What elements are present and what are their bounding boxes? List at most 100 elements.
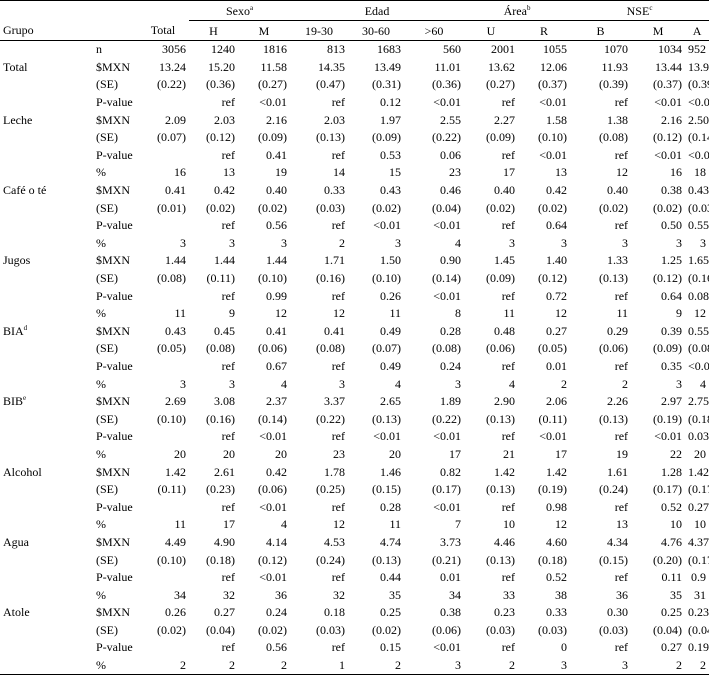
group-name-cell — [0, 551, 82, 569]
group-name-cell — [0, 516, 82, 534]
value-cell: 3 — [518, 656, 571, 676]
value-cell: 4.76 — [661, 534, 683, 549]
value-cell: (0.01) — [157, 200, 186, 215]
value-cell: (0.37) — [653, 77, 683, 92]
value-cell: 0.27 — [688, 499, 709, 514]
group-name-cell — [0, 446, 82, 464]
value-cell: (0.02) — [653, 200, 683, 215]
value-cell: ref — [501, 147, 516, 162]
row-label: $MXN — [96, 183, 131, 198]
value-cell: 20 — [223, 446, 235, 461]
header-grupo: Grupo — [0, 20, 82, 41]
value-cell: 4.90 — [214, 534, 235, 549]
table-row: (SE) (0.08) (0.11) (0.10) (0.16) (0.10) (0.14)… — [0, 270, 709, 288]
value-cell: 1.50 — [380, 253, 402, 268]
value-cell: 0.40 — [266, 183, 288, 198]
value-cell: (0.13) — [316, 130, 346, 145]
value-cell: (0.12) — [538, 271, 568, 286]
group-name-cell — [0, 270, 82, 288]
value-cell: <0.01 — [539, 95, 568, 110]
table-row: (SE) (0.02) (0.04) (0.02) (0.03) (0.02) (0.06)… — [0, 622, 709, 640]
value-cell: (0.12) — [258, 552, 288, 567]
value-cell: (0.10) — [258, 271, 288, 286]
row-label: P-value — [96, 429, 133, 444]
value-cell: 3 — [622, 235, 629, 250]
value-cell: 1240 — [211, 42, 235, 57]
value-cell: 20 — [389, 446, 402, 461]
value-cell: 19 — [275, 165, 288, 180]
table-row: Total $MXN 13.24 15.20 11.58 14.35 13.49 11.01 1… — [0, 59, 709, 77]
value-cell: 0.41 — [266, 323, 288, 338]
value-cell: 13.44 — [655, 59, 683, 74]
value-cell: 1.40 — [546, 253, 568, 268]
value-cell: 10 — [503, 517, 516, 532]
value-cell: 13 — [223, 165, 235, 180]
value-cell: 35 — [670, 587, 683, 602]
value-cell: ref — [614, 95, 629, 110]
group-footnote-marker: d — [23, 323, 28, 332]
value-cell: 2 — [561, 376, 568, 391]
value-cell: 1.42 — [688, 464, 709, 479]
value-cell: 1.38 — [607, 112, 629, 127]
value-cell: 1.33 — [607, 253, 629, 268]
value-cell: 4 — [455, 235, 462, 250]
value-cell: ref — [501, 499, 516, 514]
value-cell: 0.56 — [266, 640, 288, 655]
value-cell: <0.01 — [688, 147, 709, 162]
value-cell: ref — [614, 147, 629, 162]
value-cell: (0.24) — [599, 482, 629, 497]
value-cell: (0.13) — [372, 411, 402, 426]
value-cell: 3 — [395, 235, 402, 250]
table-row: Jugos $MXN 1.44 1.44 1.44 1.71 1.50 0.90 1.45 1.4… — [0, 252, 709, 270]
value-cell: 35 — [389, 587, 402, 602]
value-cell: 3 — [229, 235, 235, 250]
value-cell: 0.26 — [165, 605, 186, 620]
row-label: $MXN — [96, 605, 131, 620]
value-cell: 11 — [389, 517, 402, 532]
row-label: $MXN — [96, 464, 131, 479]
value-cell: 16 — [670, 165, 683, 180]
value-cell: (0.10) — [157, 411, 186, 426]
value-cell: (0.03) — [316, 622, 346, 637]
value-cell: 1.45 — [494, 253, 516, 268]
table-row: (SE) (0.11) (0.23) (0.06) (0.25) (0.15) (0.17)… — [0, 481, 709, 499]
value-cell: (0.22) — [432, 130, 462, 145]
row-label: % — [96, 376, 106, 391]
value-cell: 0.42 — [266, 464, 288, 479]
value-cell: 10 — [670, 517, 683, 532]
header-col-gt60: >60 — [404, 20, 465, 41]
value-cell: (0.10) — [538, 130, 568, 145]
value-cell: 2.03 — [214, 112, 235, 127]
value-cell: 560 — [443, 42, 462, 57]
value-cell: 1816 — [263, 42, 288, 57]
value-cell: 1055 — [543, 42, 568, 57]
group-name: Café o té — [3, 183, 47, 198]
value-cell: (0.13) — [486, 552, 516, 567]
value-cell: 0.43 — [688, 183, 709, 198]
value-cell: (0.09) — [486, 271, 516, 286]
value-cell: 0.33 — [324, 183, 346, 198]
table-row: (SE) (0.10) (0.18) (0.12) (0.24) (0.13) (0.21)… — [0, 551, 709, 569]
value-cell: 2 — [631, 656, 686, 676]
value-cell: 1034 — [658, 42, 683, 57]
value-cell: 7 — [455, 517, 462, 532]
header-nse: NSEc — [570, 0, 709, 21]
group-name-cell: Leche — [0, 111, 82, 129]
value-cell: 0.29 — [607, 323, 629, 338]
table-row: (SE) (0.07) (0.12) (0.09) (0.13) (0.09) (0.22)… — [0, 129, 709, 147]
value-cell: <0.01 — [654, 95, 683, 110]
group-name: Agua — [3, 534, 29, 549]
value-cell: 2.65 — [380, 394, 402, 409]
value-cell: ref — [501, 218, 516, 233]
value-cell: 0.12 — [380, 95, 402, 110]
value-cell: (0.04) — [206, 622, 235, 637]
value-cell: <0.01 — [433, 95, 462, 110]
value-cell: 4.34 — [607, 534, 629, 549]
value-cell: 0.30 — [607, 605, 629, 620]
value-cell — [137, 569, 189, 587]
value-cell: 17 — [223, 517, 235, 532]
value-cell: (0.39) — [599, 77, 629, 92]
value-cell: 12 — [555, 306, 568, 321]
row-label: n — [96, 42, 102, 57]
group-name-cell — [0, 147, 82, 165]
